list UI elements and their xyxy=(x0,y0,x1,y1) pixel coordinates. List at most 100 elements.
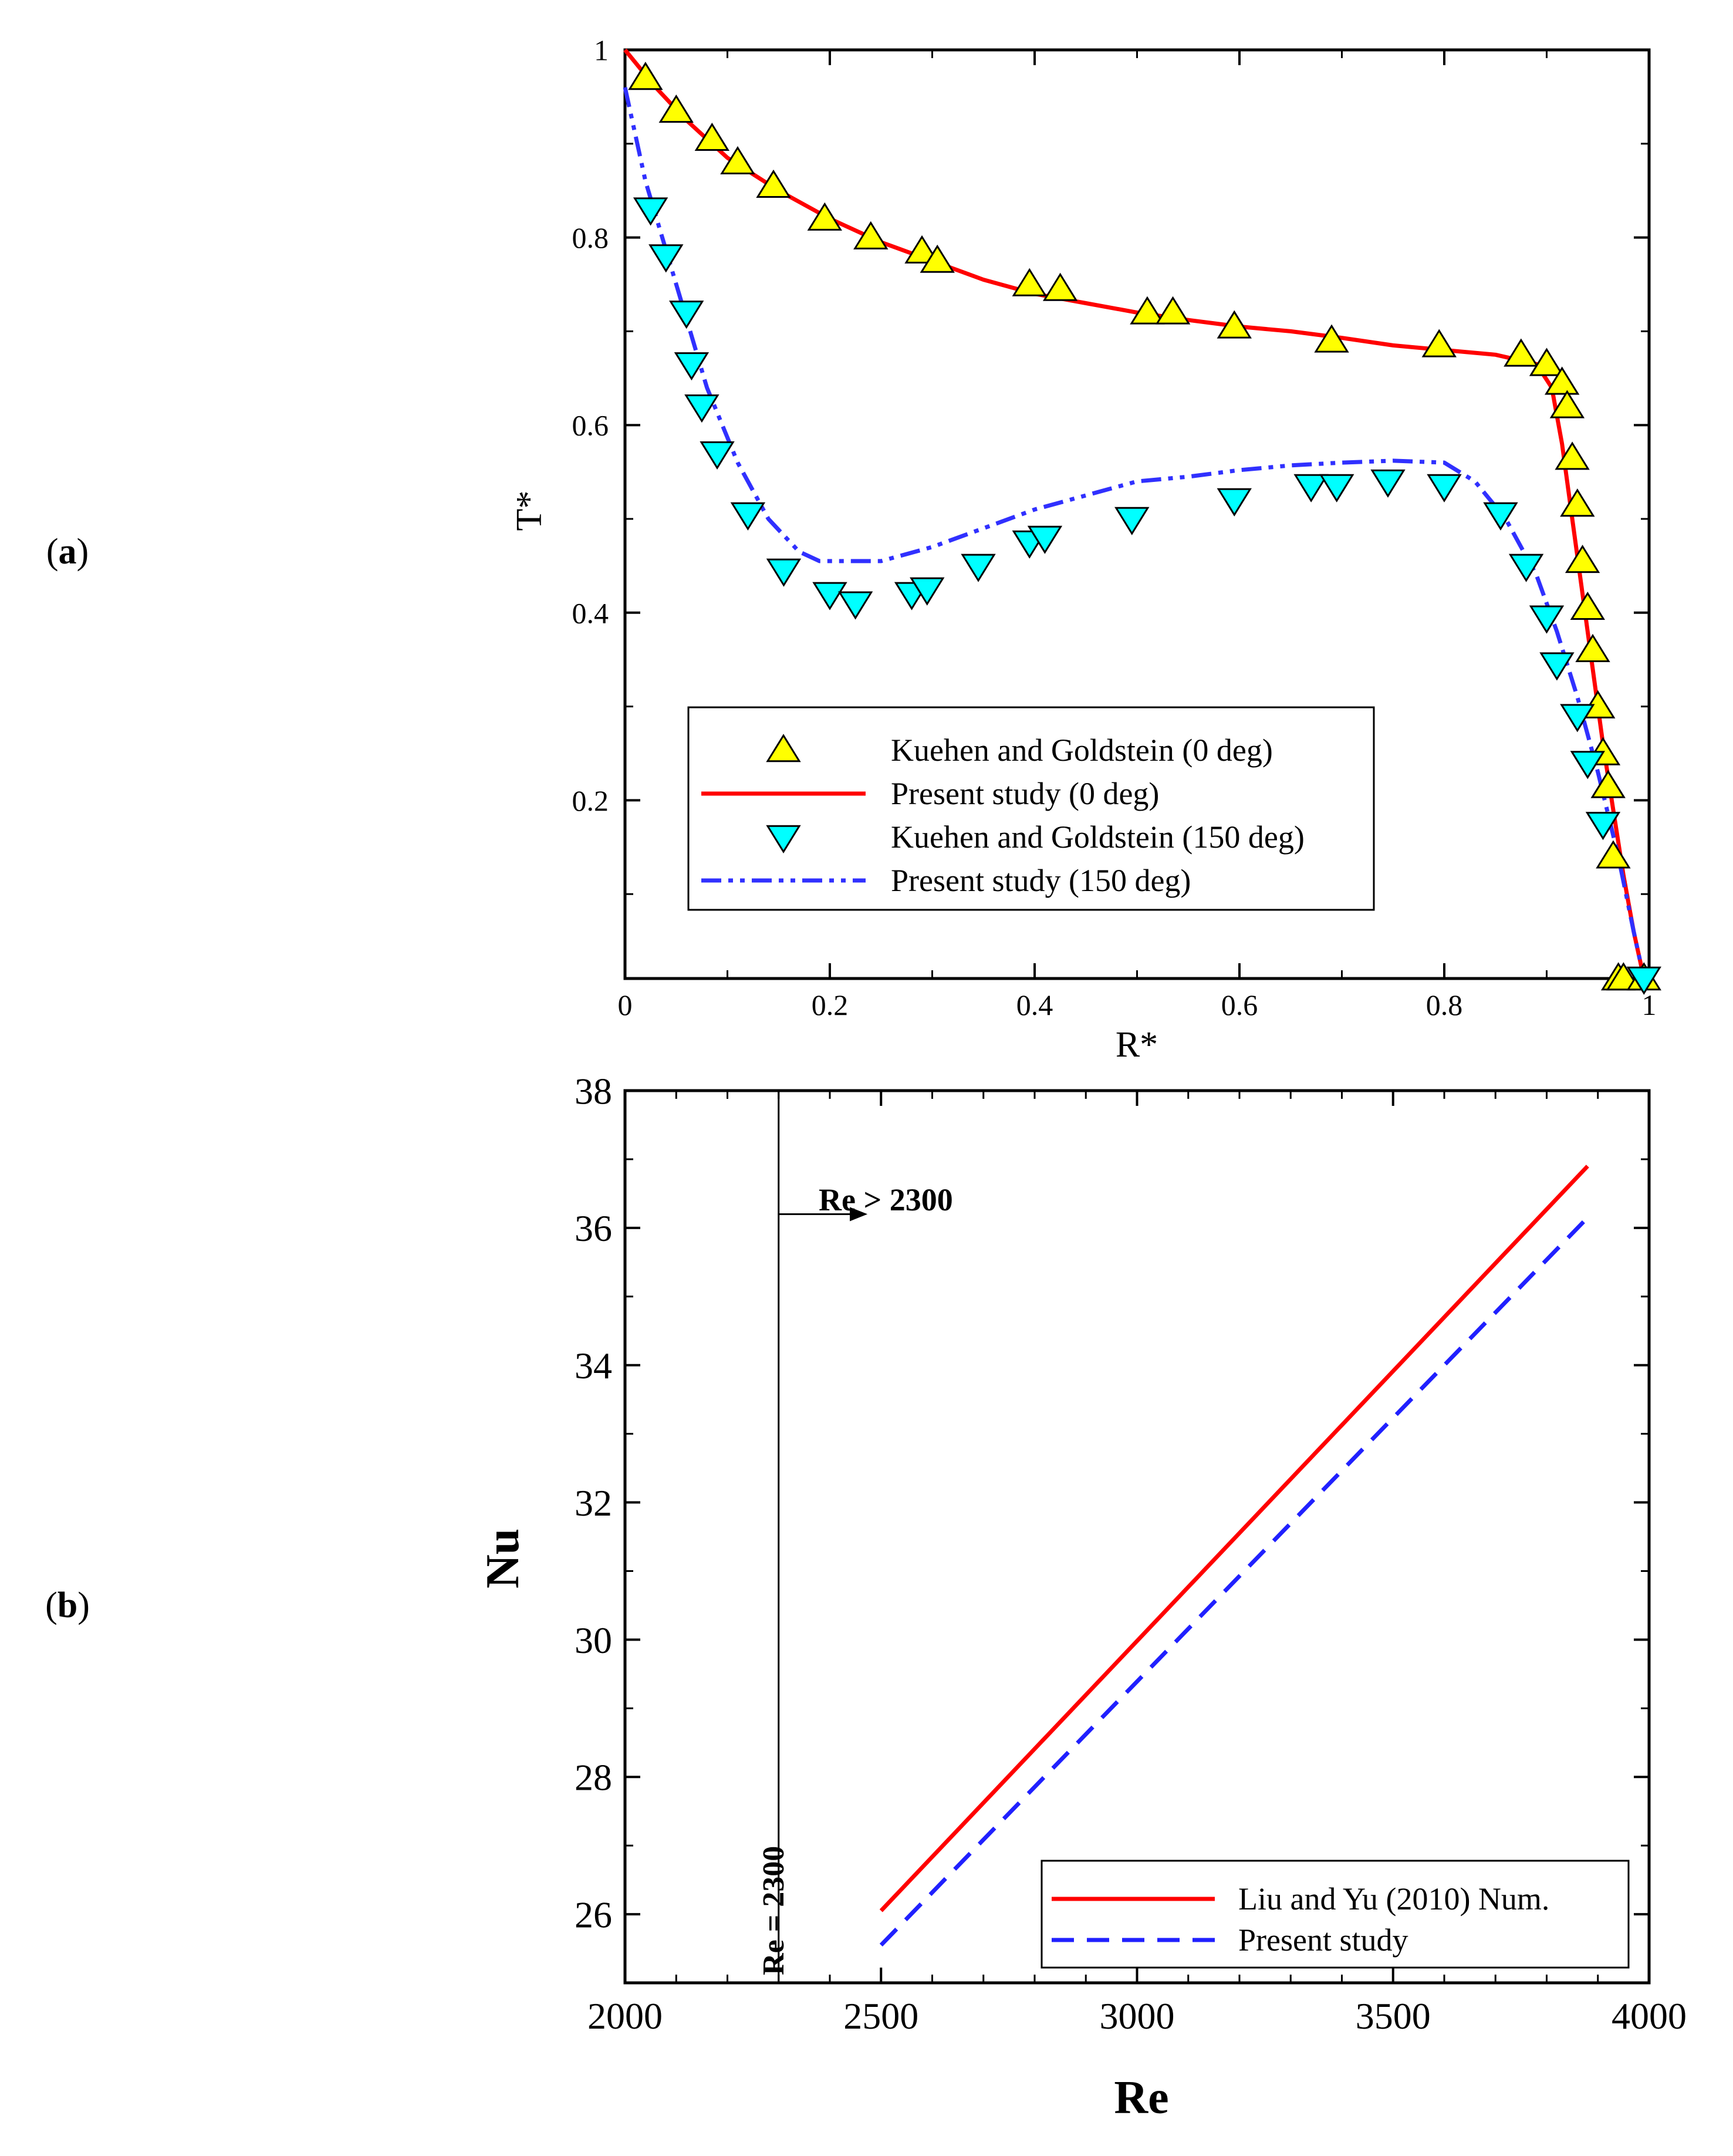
panel-b-series xyxy=(879,1165,1589,1947)
y-tick-label: 0.2 xyxy=(572,784,609,817)
series-line-4 xyxy=(623,87,1646,979)
data-point-1 xyxy=(1529,347,1565,376)
x-tick-label: 0.6 xyxy=(1221,988,1258,1021)
data-point-3 xyxy=(1539,652,1575,681)
panel-b-legend-symbols xyxy=(1052,1897,1215,1942)
data-point-3 xyxy=(1483,502,1518,531)
data-point-1 xyxy=(720,146,755,175)
x-tick-label: 0.4 xyxy=(1016,988,1053,1021)
data-point-3 xyxy=(766,558,802,587)
legend-b-item-2-label: Present study xyxy=(1238,1922,1408,1958)
legend-b-item-1-label: Liu and Yu (2010) Num. xyxy=(1238,1881,1549,1917)
data-point-3 xyxy=(961,554,996,582)
data-point-1 xyxy=(1560,488,1595,517)
x-tick-label: 4000 xyxy=(1612,1995,1687,2037)
data-point-3 xyxy=(674,352,710,381)
panel-a-x-axis-label: R* xyxy=(1116,1025,1158,1065)
y-tick-label: 28 xyxy=(575,1757,612,1799)
data-point-1 xyxy=(1575,633,1610,662)
y-tick-label: 34 xyxy=(575,1345,612,1386)
data-point-1 xyxy=(904,235,940,264)
y-tick-label: 1 xyxy=(594,34,609,67)
y-tick-label: 30 xyxy=(575,1619,612,1661)
x-tick-label: 2000 xyxy=(587,1995,663,2037)
data-point-1 xyxy=(1042,272,1078,301)
x-tick-label: 0.8 xyxy=(1426,988,1463,1021)
legend-a-item-3-label: Kuehen and Goldstein (150 deg) xyxy=(891,819,1305,855)
data-point-3 xyxy=(1293,474,1329,502)
panel-b-y-axis-label: Nu xyxy=(477,1529,529,1588)
data-point-1 xyxy=(658,95,694,123)
panel-b-tick-labels: 2000 2500 3000 3500 4000 26 28 30 32 34 36 38 xyxy=(575,1070,1687,2037)
data-point-1 xyxy=(694,122,730,151)
data-point-1 xyxy=(1565,545,1600,573)
panel-a-legend: Kuehen and Goldstein (0 deg) Present stu… xyxy=(687,706,1375,911)
data-point-1 xyxy=(1544,366,1580,395)
panel-a-legend-box xyxy=(687,706,1375,911)
panel-label-b: (b) xyxy=(45,1585,90,1625)
data-point-3 xyxy=(1529,605,1565,634)
x-tick-label: 0.2 xyxy=(812,988,849,1021)
panel-b-legend-box xyxy=(1041,1860,1630,1969)
data-point-1 xyxy=(853,221,889,249)
data-point-3 xyxy=(1508,554,1544,582)
data-point-3 xyxy=(648,244,684,273)
panel-b-x-axis-label: Re xyxy=(1114,2072,1168,2124)
series-line-1 xyxy=(879,1165,1589,1912)
y-tick-label: 0.6 xyxy=(572,409,609,442)
panel-label-a: (a) xyxy=(46,532,89,572)
data-point-3 xyxy=(812,582,847,610)
y-tick-label: 0.4 xyxy=(572,596,609,629)
panel-a-tick-labels: 0 0.2 0.4 0.6 0.8 10.20.40.60.81 xyxy=(572,34,1657,1022)
data-point-1 xyxy=(1555,441,1590,470)
legend-a-item-4-label: Present study (150 deg) xyxy=(891,863,1191,898)
series-line-2 xyxy=(879,1216,1589,1947)
data-point-1 xyxy=(1217,310,1252,339)
x-tick-label: 2500 xyxy=(843,1995,918,2037)
panel-b-ticks xyxy=(624,1089,1650,1984)
data-point-1 xyxy=(1130,296,1165,325)
data-point-1 xyxy=(807,202,842,231)
data-point-1 xyxy=(1590,770,1626,798)
data-point-1 xyxy=(756,169,791,198)
panel-b-chart: 2000 2500 3000 3500 4000 26 28 30 32 34 36 38 Re > … xyxy=(477,1070,1687,2124)
data-point-3 xyxy=(1626,966,1661,995)
data-point-3 xyxy=(700,441,735,470)
legend-a-symbol-3 xyxy=(766,825,801,853)
y-tick-label: 38 xyxy=(575,1070,612,1112)
data-point-1 xyxy=(920,244,955,273)
annotation-re-gt-2300: Re > 2300 xyxy=(819,1182,953,1217)
data-point-1 xyxy=(1504,338,1539,367)
y-tick-label: 32 xyxy=(575,1482,612,1524)
data-point-3 xyxy=(1114,507,1150,535)
data-point-1 xyxy=(1596,840,1631,869)
data-point-1 xyxy=(1549,390,1585,419)
data-point-3 xyxy=(1570,751,1605,780)
panel-a-ticks xyxy=(624,49,1650,979)
panel-b-annotations xyxy=(778,1091,868,1983)
data-point-3 xyxy=(1217,488,1252,517)
legend-a-item-2-label: Present study (0 deg) xyxy=(891,776,1159,811)
data-point-3 xyxy=(1560,704,1595,733)
panel-a-series xyxy=(623,48,1661,995)
y-tick-label: 26 xyxy=(575,1894,612,1935)
data-point-1 xyxy=(1314,324,1349,353)
data-point-1 xyxy=(1570,591,1605,620)
data-point-3 xyxy=(1027,525,1063,554)
data-point-3 xyxy=(1319,474,1354,502)
data-point-1 xyxy=(1012,268,1047,296)
data-point-1 xyxy=(1421,329,1457,357)
annotation-re-eq-2300: Re = 2300 xyxy=(757,1846,791,1975)
panel-b-legend: Liu and Yu (2010) Num. Present study xyxy=(1041,1860,1630,1969)
legend-a-item-1-label: Kuehen and Goldstein (0 deg) xyxy=(891,733,1273,768)
y-tick-label: 0.8 xyxy=(572,221,609,254)
x-tick-label: 0 xyxy=(618,988,633,1021)
x-tick-label: 3000 xyxy=(1100,1995,1175,2037)
data-point-3 xyxy=(684,394,719,423)
x-tick-label: 3500 xyxy=(1356,1995,1431,2037)
panel-a-legend-symbols xyxy=(701,734,866,883)
data-point-3 xyxy=(1427,474,1462,502)
panel-a-chart: 0 0.2 0.4 0.6 0.8 10.20.40.60.81 R* T* Kuehen… xyxy=(509,34,1661,1065)
data-point-3 xyxy=(910,577,945,606)
